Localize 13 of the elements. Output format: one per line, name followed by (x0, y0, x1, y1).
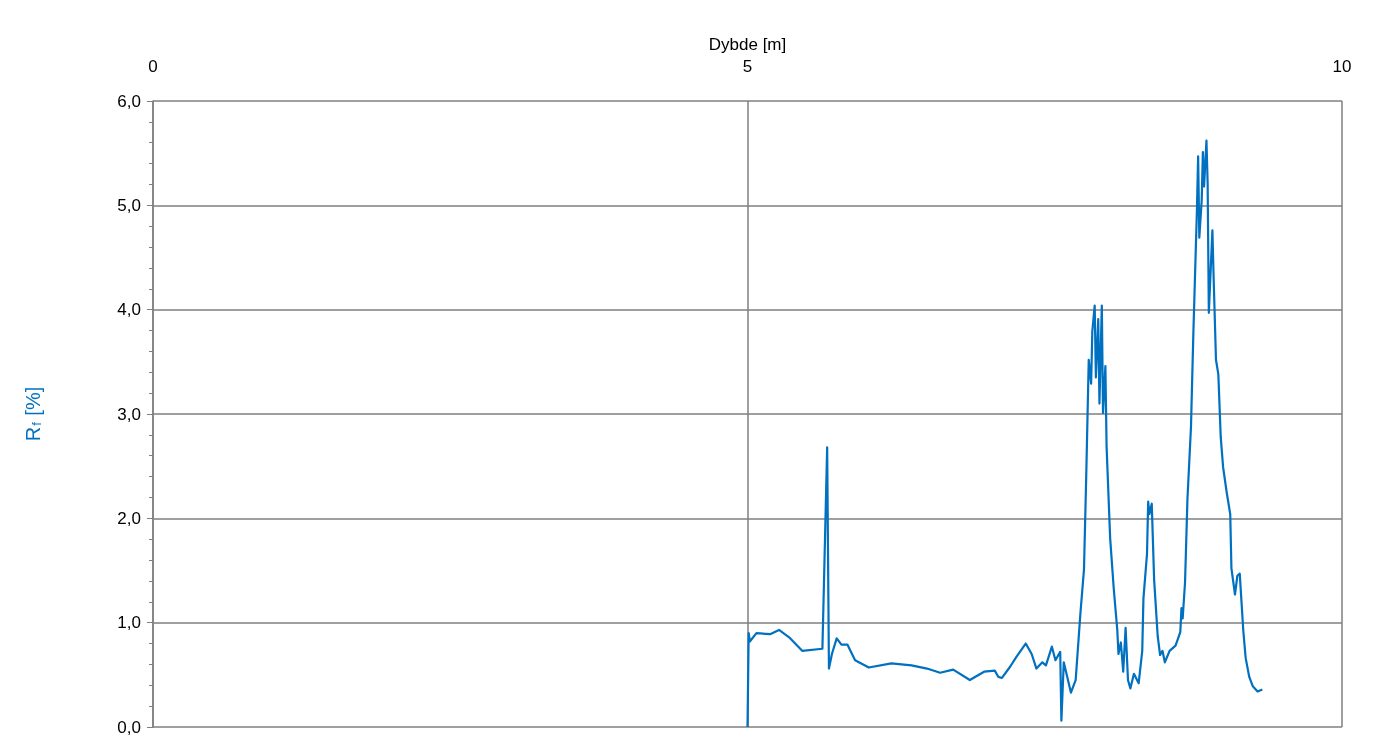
y-tick-label: 6,0 (117, 91, 141, 111)
y-tick-label: 3,0 (117, 404, 141, 424)
x-tick-label: 10 (1332, 57, 1352, 76)
y-axis-title: Rf [%] (22, 386, 44, 442)
x-tick-label: 0 (148, 57, 158, 76)
x-axis-title: Dybde [m] (708, 35, 787, 55)
y-tick-label: 5,0 (117, 195, 141, 215)
line-series (746, 139, 1264, 729)
y-tick-label: 1,0 (117, 613, 141, 633)
x-tick-label: 5 (742, 57, 753, 76)
y-tick-label: 4,0 (117, 300, 141, 320)
y-tick-label: 2,0 (117, 508, 141, 528)
y-tick-label: 0,0 (117, 717, 141, 737)
